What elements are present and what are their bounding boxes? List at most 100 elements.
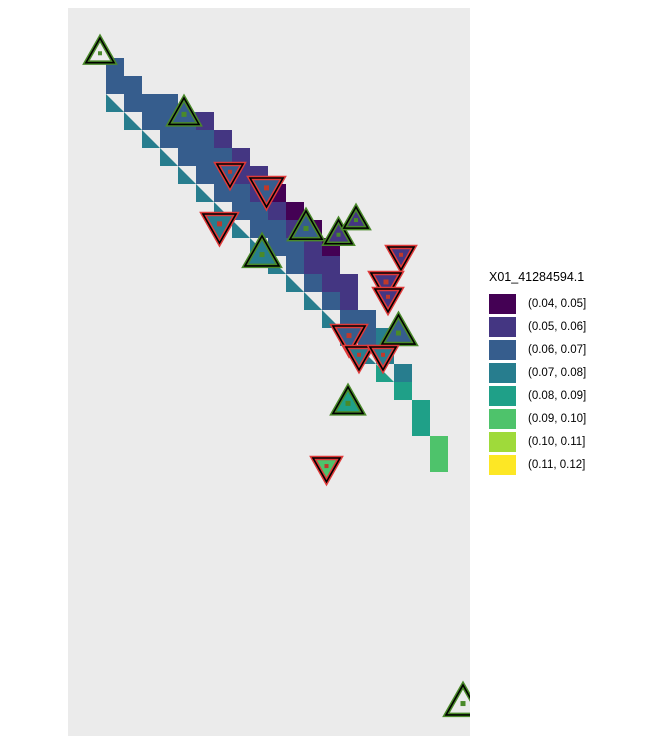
marker-outer-outline [199,211,240,248]
marker-centre-square [98,51,102,56]
up-triangle-marker [165,93,203,127]
heatmap-tile [196,130,214,148]
marker-centre-square [228,169,232,174]
down-triangle-marker [371,286,405,317]
heatmap-tile [214,184,232,202]
legend-color-swatch [489,316,516,337]
legend-items: (0.04, 0.05] (0.05, 0.06] (0.06, 0.07] (0.0… [489,292,644,476]
heatmap-tile [196,148,214,166]
legend-item: (0.10, 0.11] [489,430,644,453]
marker-centre-square [345,400,351,406]
heatmap-tile [322,256,340,274]
marker-inner-outline [344,346,374,372]
marker-inner-outline [248,177,285,209]
marker-inner-outline [84,36,116,64]
legend-item: (0.08, 0.09] [489,384,644,407]
legend-item-label: (0.11, 0.12] [528,458,586,471]
heatmap-tile [340,274,358,292]
marker-centre-square [346,333,352,339]
legend: X01_41284594.1 (0.04, 0.05] (0.05, 0.06](… [489,270,644,476]
marker-outer-outline [213,161,247,192]
marker-outer-outline [82,33,118,65]
down-triangle-marker [213,161,247,192]
up-triangle-marker [321,215,356,247]
marker-centre-square [383,279,389,285]
legend-color-swatch [489,454,516,475]
heatmap-tile [286,202,304,220]
marker-inner-outline [444,683,470,716]
marker-layer [68,8,470,736]
marker-centre-square [357,352,361,357]
heatmap-tile [214,130,232,148]
marker-centre-square [259,252,265,258]
marker-outer-outline [286,206,326,242]
marker-centre-square [324,464,329,469]
marker-inner-outline [331,385,365,415]
down-triangle-marker [246,175,287,212]
plot-panel [68,8,470,736]
marker-inner-outline [167,96,201,126]
marker-outer-outline [165,93,203,127]
legend-item: (0.07, 0.08] [489,361,644,384]
down-triangle-marker [342,344,376,375]
heatmap-tile [304,256,322,274]
heatmap-tile [340,292,358,310]
marker-centre-square [399,252,403,257]
up-triangle-marker [340,202,372,231]
heatmap-tile [232,148,250,166]
legend-item-label: (0.06, 0.07] [528,343,587,356]
legend-item: (0.06, 0.07] [489,338,644,361]
down-triangle-marker [199,211,240,248]
down-triangle-marker [367,270,405,304]
up-triangle-marker [82,33,118,65]
heatmap-tile [106,76,124,94]
heatmap-tile [286,238,304,256]
heatmap-tile [160,94,178,112]
marker-inner-outline [215,163,245,189]
heatmap-tile [412,400,430,418]
heatmap-tile [412,418,430,436]
heatmap-tile [268,202,286,220]
heatmap-tile [196,166,214,184]
marker-centre-square [336,232,341,237]
legend-color-swatch [489,293,516,314]
heatmap-tile [232,184,250,202]
marker-inner-outline [331,325,367,356]
legend-item: (0.09, 0.10] [489,407,644,430]
marker-centre-square [354,218,358,223]
legend-item: (0.05, 0.06] [489,315,644,338]
legend-color-swatch [489,431,516,452]
heatmap-tile [178,130,196,148]
heatmap-tile [142,112,160,130]
down-triangle-marker [384,244,418,275]
legend-item-label: (0.08, 0.09] [528,389,587,402]
marker-centre-square [386,294,390,299]
marker-centre-square [381,352,385,357]
marker-inner-outline [373,288,403,314]
legend-color-swatch [489,385,516,406]
marker-inner-outline [380,313,417,345]
heatmap-tile [250,220,268,238]
up-triangle-marker [286,206,326,242]
marker-inner-outline [201,213,238,245]
heatmap-tile [250,202,268,220]
marker-inner-outline [243,234,281,267]
legend-color-swatch [489,339,516,360]
heatmap-tile [214,148,232,166]
marker-outer-outline [329,382,367,416]
marker-outer-outline [309,455,344,487]
marker-outer-outline [371,286,405,317]
marker-outer-outline [340,202,372,231]
marker-centre-square [460,701,466,707]
legend-item-label: (0.09, 0.10] [528,412,587,425]
heatmap-tile [394,382,412,400]
legend-color-swatch [489,362,516,383]
heatmap-tile [160,130,178,148]
heatmap-tile [142,94,160,112]
up-triangle-marker [241,231,283,269]
marker-outer-outline [366,344,400,375]
heatmap-tile [358,310,376,328]
legend-item-label: (0.10, 0.11] [528,435,586,448]
marker-inner-outline [368,346,398,372]
